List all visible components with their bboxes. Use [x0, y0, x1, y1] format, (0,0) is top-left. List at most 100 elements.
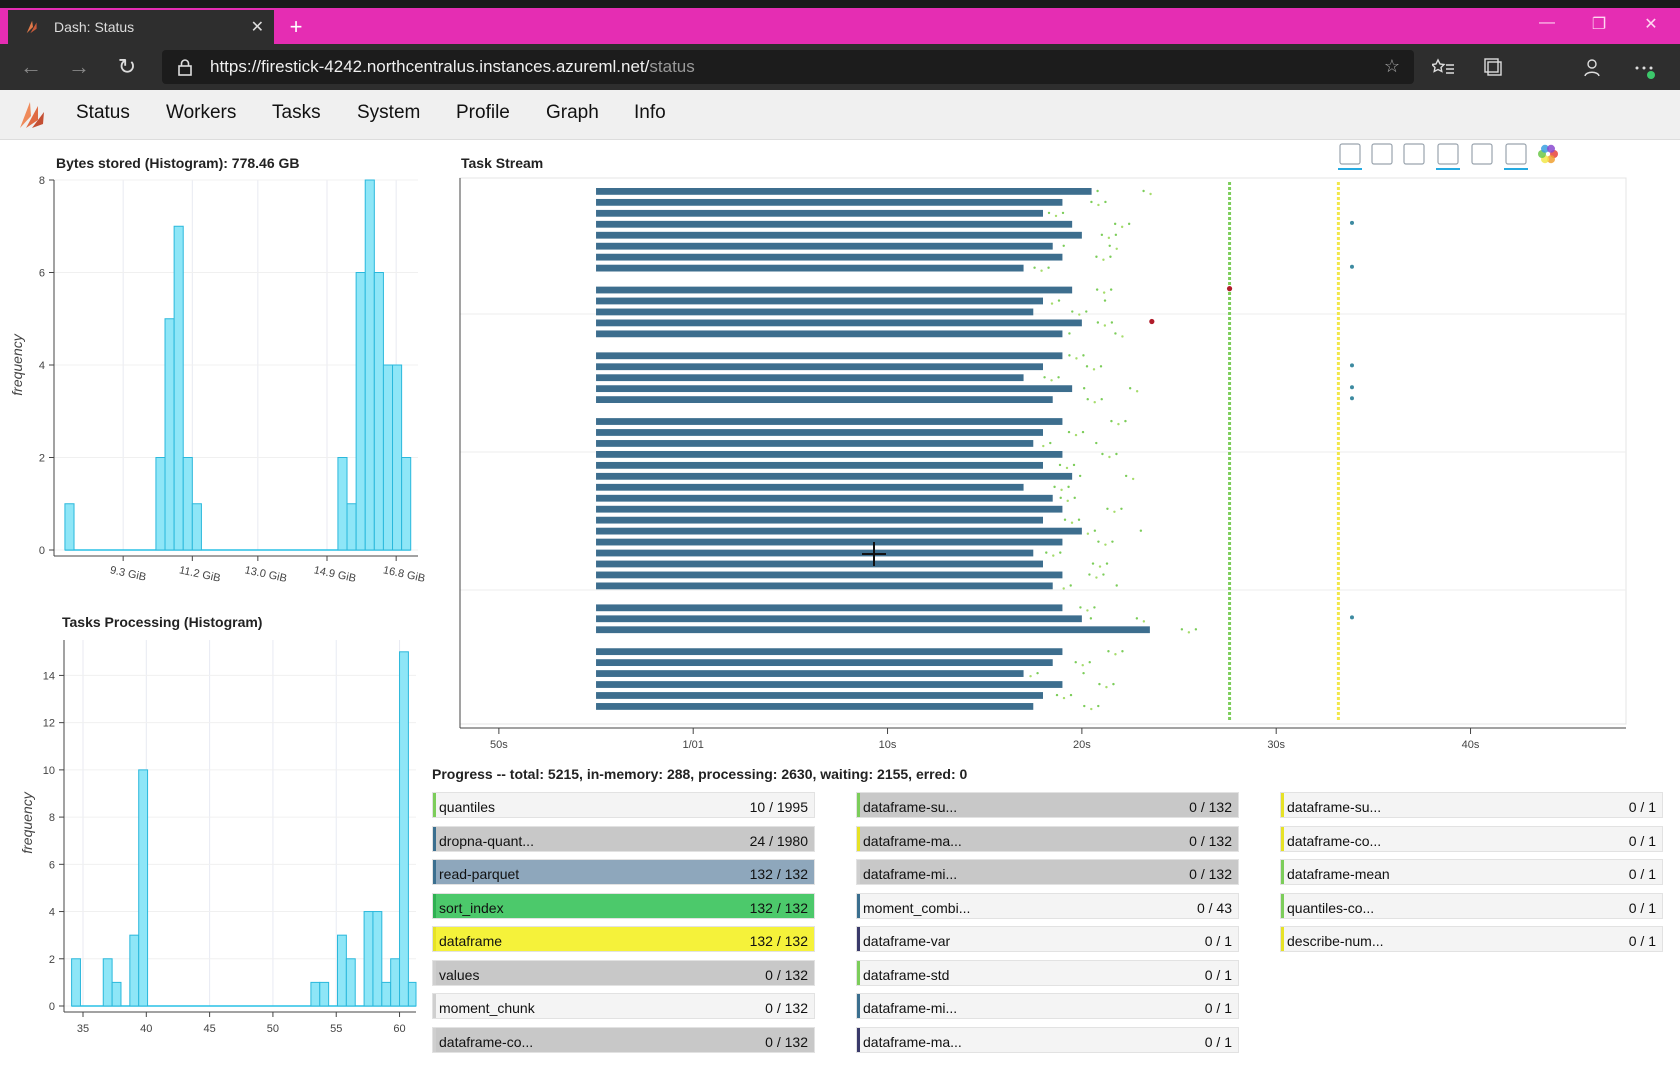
task-dot: [1052, 554, 1055, 557]
task-column-dot: [1228, 232, 1232, 235]
progress-bar-dataframe-su: dataframe-su... 0 / 132: [856, 792, 1239, 818]
y-tick-label: 4: [49, 907, 55, 919]
progress-accent: [857, 826, 860, 851]
hist-bar: [64, 503, 75, 551]
progress-label: dataframe: [439, 933, 503, 949]
more-icon[interactable]: [1632, 56, 1656, 80]
zoom-in-icon[interactable]: [1436, 143, 1460, 170]
address-bar[interactable]: https://firestick-4242.northcentralus.in…: [162, 50, 1414, 84]
task-column-dot: [1228, 447, 1232, 450]
task-dot: [1093, 606, 1096, 609]
erred-task-point: [1226, 286, 1233, 292]
task-dot: [1194, 628, 1198, 631]
task-bar: [596, 483, 1024, 491]
task-column-dot: [1228, 512, 1232, 515]
maximize-button[interactable]: ❐: [1591, 16, 1607, 33]
task-dot: [1095, 576, 1098, 579]
nav-status[interactable]: Status: [76, 102, 130, 123]
nav-tasks[interactable]: Tasks: [272, 102, 321, 123]
task-dot: [1082, 671, 1085, 675]
task-column-dot: [1228, 387, 1232, 390]
progress-count: 132 / 132: [749, 933, 808, 949]
tab-close-icon[interactable]: ✕: [250, 19, 264, 36]
pan-icon[interactable]: [1338, 143, 1362, 170]
logo-petal: [1541, 144, 1549, 153]
nav-system[interactable]: System: [357, 102, 421, 123]
task-column-dot: [1228, 247, 1232, 250]
task-column-dot: [1336, 197, 1340, 200]
task-dot: [1073, 496, 1076, 500]
wheel-zoom-icon[interactable]: [1403, 143, 1425, 165]
task-stream-title: Task Stream: [461, 155, 544, 171]
forward-button[interactable]: →: [68, 54, 90, 79]
browser-tab-active[interactable]: Dash: Status ✕: [8, 10, 274, 44]
task-bar: [596, 418, 1063, 425]
nav-info[interactable]: Info: [634, 102, 666, 123]
back-button[interactable]: ←: [20, 54, 42, 79]
task-dot: [1095, 441, 1098, 445]
erred-task-point: [1149, 318, 1155, 325]
task-column-dot: [1336, 672, 1340, 675]
task-column-dot: [1336, 337, 1340, 340]
task-column-dot: [1336, 522, 1340, 525]
progress-accent: [857, 860, 860, 884]
browser-titlebar: Dash: Status ✕ + — ❐ ✕: [0, 0, 1680, 44]
feedback-icon[interactable]: [1582, 56, 1606, 80]
task-column-dot: [1228, 187, 1232, 190]
task-column-dot: [1336, 262, 1340, 265]
progress-bar-dataframe-std: dataframe-std 0 / 1: [856, 959, 1239, 986]
progress-bar-moment-chunk: moment_chunk 0 / 132: [432, 993, 815, 1019]
tool-frame: [1505, 143, 1527, 165]
progress-accent: [857, 994, 860, 1018]
task-dot: [1098, 682, 1101, 686]
nav-graph[interactable]: Graph: [546, 102, 599, 123]
nav-workers[interactable]: Workers: [166, 102, 237, 123]
task-dot: [1349, 396, 1354, 401]
nav-profile[interactable]: Profile: [456, 102, 510, 123]
task-bar: [596, 308, 1034, 316]
hist-bar: [381, 981, 392, 1007]
bokeh-logo-icon[interactable]: [1538, 144, 1558, 164]
task-column-dot: [1336, 692, 1340, 695]
refresh-button[interactable]: ↻: [117, 54, 137, 79]
task-column-dot: [1228, 562, 1232, 565]
task-column-dot: [1228, 442, 1232, 445]
favorite-star-icon[interactable]: ☆: [1383, 56, 1400, 76]
progress-count: 0 / 1: [1628, 832, 1656, 849]
reset-icon[interactable]: [1471, 143, 1493, 165]
x-tick-label: 35: [77, 1023, 89, 1035]
task-column-dot: [1228, 607, 1232, 610]
minimize-button[interactable]: —: [1539, 14, 1555, 31]
task-column-dot: [1228, 592, 1232, 595]
collections-icon[interactable]: [1482, 56, 1506, 80]
task-column-dot: [1228, 322, 1232, 325]
task-bar: [596, 681, 1063, 688]
task-column-dot: [1336, 492, 1340, 495]
task-dot: [1047, 211, 1051, 215]
box-zoom-icon[interactable]: [1371, 143, 1393, 165]
task-bar: [596, 659, 1053, 667]
task-dot: [1050, 379, 1053, 382]
progress-accent: [433, 826, 436, 851]
task-column-dot: [1228, 467, 1232, 470]
hover-icon[interactable]: [1504, 143, 1528, 170]
task-dot: [1096, 321, 1100, 324]
task-column-dot: [1336, 527, 1340, 530]
hist-bar: [191, 503, 202, 551]
progress-label: read-parquet: [439, 866, 520, 882]
favorites-icon[interactable]: [1432, 56, 1456, 80]
task-dot: [1086, 398, 1089, 401]
close-window-button[interactable]: ✕: [1644, 16, 1658, 33]
task-column-dot: [1336, 452, 1340, 455]
task-column-dot: [1336, 357, 1340, 360]
task-dot: [1106, 507, 1109, 510]
task-column-dot: [1228, 532, 1232, 535]
task-dot: [1135, 390, 1139, 393]
tasks-hist-title: Tasks Processing (Histogram): [62, 614, 263, 630]
progress-label: dataframe-co...: [1287, 832, 1382, 849]
new-tab-button[interactable]: +: [289, 14, 303, 39]
task-column-dot: [1228, 542, 1232, 545]
x-tick-label: 40: [140, 1023, 152, 1035]
task-bar: [596, 253, 1063, 261]
